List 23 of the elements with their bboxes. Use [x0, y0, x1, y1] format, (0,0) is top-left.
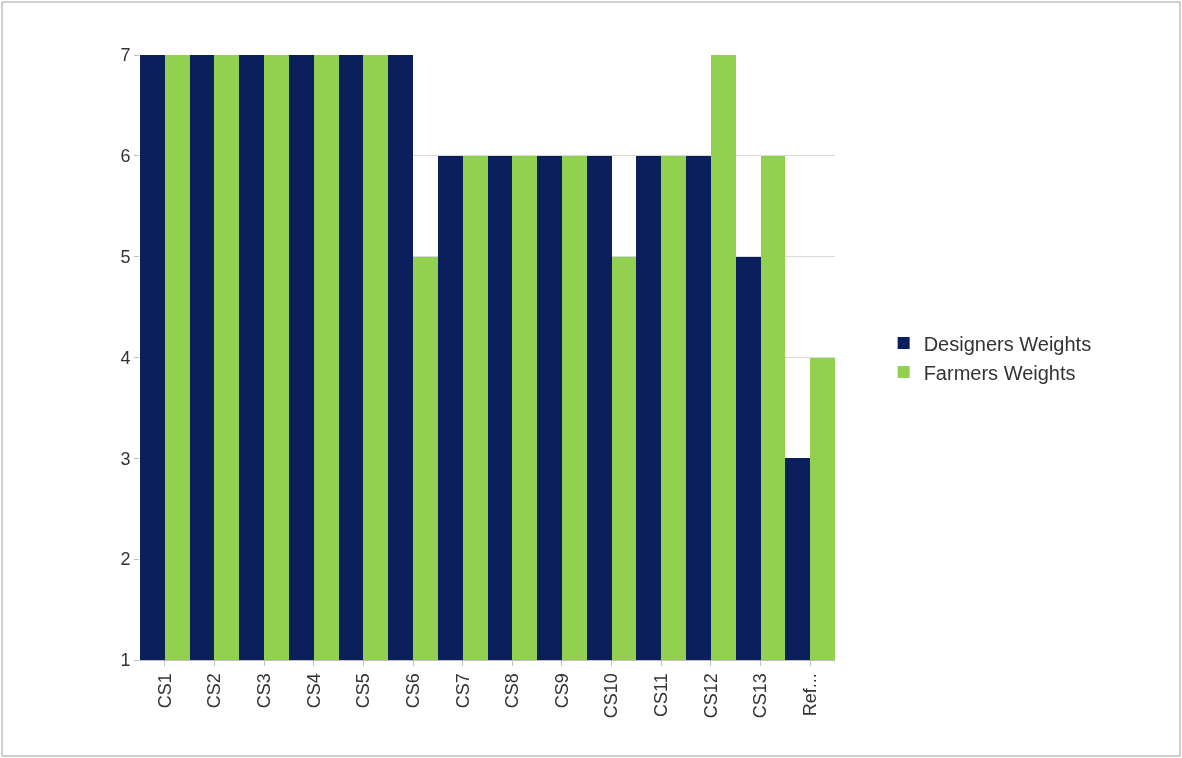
x-tick-label: CS11	[651, 673, 672, 717]
y-tick-label: 5	[120, 246, 131, 267]
legend-label: Farmers Weights	[923, 361, 1076, 384]
legend-label: Designers Weights	[923, 332, 1092, 355]
y-tick-label: 6	[120, 146, 131, 167]
x-tick-label: CS7	[452, 673, 473, 709]
x-tick-label: CS6	[402, 673, 423, 709]
x-tick-label: Ref...	[800, 673, 821, 717]
x-tick-label: CS13	[750, 673, 771, 719]
y-tick-label: 2	[120, 549, 131, 570]
y-tick-label: 4	[120, 347, 131, 368]
x-tick-label: CS12	[700, 673, 721, 719]
y-tick-label: 1	[120, 650, 131, 671]
x-tick-label: CS8	[502, 673, 523, 709]
x-tick-label: CS3	[253, 673, 274, 709]
y-tick-label: 7	[120, 45, 131, 66]
x-tick-label: CS2	[204, 673, 225, 709]
x-tick-label: CS4	[303, 673, 324, 709]
y-tick-label: 3	[120, 448, 131, 469]
x-tick-label: CS1	[154, 673, 175, 709]
x-tick-label: CS9	[551, 673, 572, 709]
x-tick-label: CS10	[601, 673, 622, 719]
x-tick-label: CS5	[353, 673, 374, 709]
